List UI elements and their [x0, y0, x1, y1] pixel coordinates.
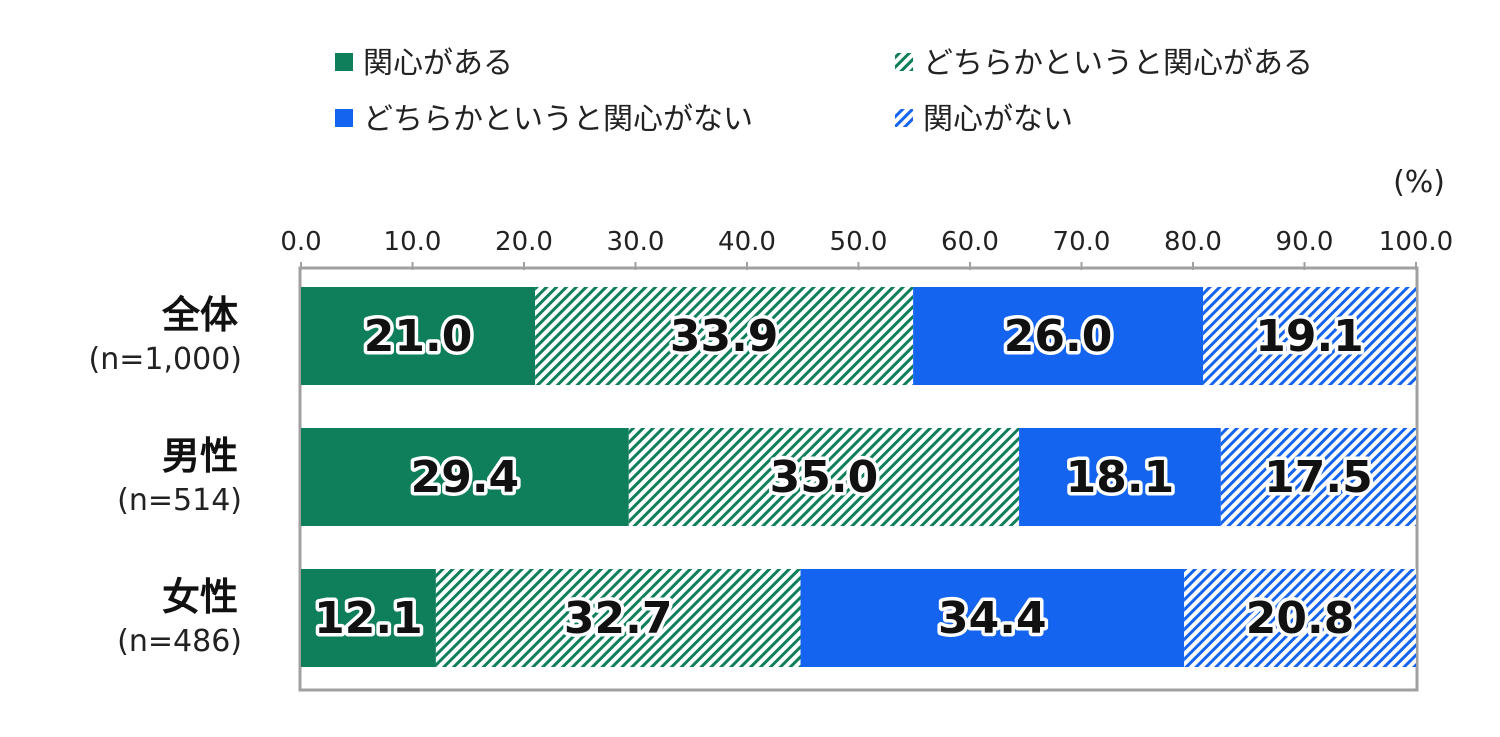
x-tick-label: 50.0 — [830, 227, 888, 257]
category-sample-size: (n=1,000) — [89, 342, 242, 377]
plot-area-frame — [298, 266, 1419, 692]
data-label: 19.1 — [1255, 311, 1364, 362]
x-tick-label: 0.0 — [280, 227, 321, 257]
bar-segment — [800, 569, 1185, 667]
bar-segment — [301, 569, 436, 667]
data-label: 18.1 — [1066, 452, 1175, 503]
data-label: 17.5 — [1264, 452, 1373, 503]
x-axis-ticks: 0.0 10.0 20.0 30.0 40.0 50.0 60.0 70.0 80.0 90.0 1… — [280, 227, 1453, 270]
bar-segment — [301, 287, 536, 385]
data-label: 32.7 — [564, 593, 673, 644]
legend-label: 関心がある — [363, 46, 513, 81]
legend-swatch — [335, 109, 353, 127]
legend-swatch — [895, 53, 913, 71]
bar-segment — [435, 569, 801, 667]
bar-segment — [1019, 428, 1221, 526]
data-label: 34.4 — [938, 593, 1047, 644]
data-label: 26.0 — [1004, 311, 1113, 362]
x-tick-label: 20.0 — [495, 227, 553, 257]
category-sample-size: (n=486) — [117, 624, 242, 659]
x-tick-label: 70.0 — [1053, 227, 1111, 257]
bar-segment — [301, 428, 629, 526]
legend-swatch — [335, 53, 353, 71]
bar-segment — [535, 287, 914, 385]
data-label: 33.9 — [670, 311, 779, 362]
category-label: 男性 — [162, 434, 238, 478]
bar-segment — [1220, 428, 1416, 526]
category-label: 全体 — [161, 293, 238, 337]
unit-label: (%) — [1393, 165, 1445, 200]
category-sample-size: (n=514) — [117, 483, 242, 518]
legend-label: 関心がない — [923, 102, 1073, 137]
bars: 21.0 33.9 26.0 19.1 29.4 35.0 18.1 17.5 12.1 32.7… — [301, 287, 1416, 667]
bar-segment — [628, 428, 1020, 526]
x-tick-label: 10.0 — [384, 227, 442, 257]
data-label: 21.0 — [364, 311, 473, 362]
legend-label: どちらかというと関心がない — [363, 102, 753, 137]
category-labels: 全体 (n=1,000) 男性 (n=514) 女性 (n=486) — [89, 293, 242, 659]
x-tick-label: 30.0 — [607, 227, 665, 257]
data-label: 20.8 — [1246, 593, 1355, 644]
data-label: 29.4 — [411, 452, 520, 503]
legend-label: どちらかというと関心がある — [923, 46, 1313, 81]
x-tick-label: 90.0 — [1276, 227, 1334, 257]
data-label: 35.0 — [770, 452, 879, 503]
x-tick-label: 40.0 — [718, 227, 776, 257]
legend-swatch — [895, 109, 913, 127]
x-tick-label: 80.0 — [1164, 227, 1222, 257]
bar-segment — [913, 287, 1204, 385]
data-label: 12.1 — [314, 593, 423, 644]
x-tick-label: 60.0 — [941, 227, 999, 257]
category-label: 女性 — [162, 575, 238, 619]
x-tick-label: 100.0 — [1379, 227, 1453, 257]
bar-segment — [1203, 287, 1416, 385]
bar-segment — [1184, 569, 1416, 667]
